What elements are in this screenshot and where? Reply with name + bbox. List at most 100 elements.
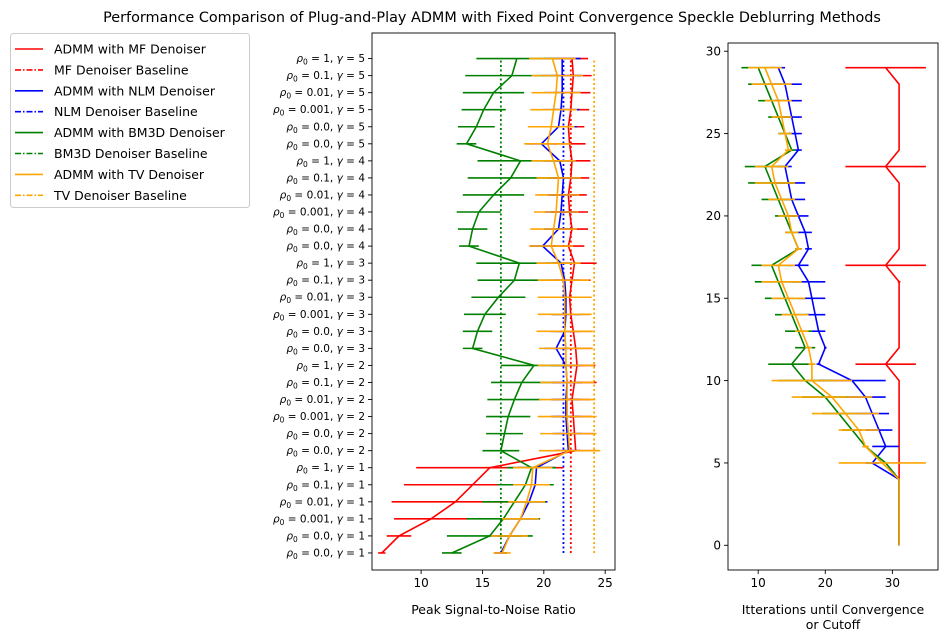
- data-point: [553, 160, 554, 161]
- data-point: [825, 347, 826, 348]
- y-tick-label: ρ0 = 0.001, γ = 4: [273, 207, 365, 221]
- y-tick-label: 15: [706, 292, 721, 306]
- data-point: [898, 133, 899, 134]
- series-admm-with-tv-denoiser: [748, 66, 926, 546]
- data-point: [885, 67, 886, 68]
- data-point: [520, 518, 521, 519]
- data-point: [567, 416, 568, 417]
- data-point: [771, 166, 772, 167]
- series-line: [381, 58, 578, 554]
- data-point: [555, 92, 556, 93]
- data-point: [774, 182, 775, 183]
- data-point: [811, 298, 812, 299]
- data-point: [808, 281, 809, 282]
- data-point: [778, 265, 779, 266]
- y-tick-label: ρ0 = 0.0, γ = 3: [286, 343, 365, 357]
- data-point: [430, 518, 431, 519]
- data-point: [898, 479, 899, 480]
- y-tick-label: 30: [706, 45, 721, 59]
- data-point: [381, 552, 382, 553]
- data-point: [500, 450, 501, 451]
- data-point: [568, 433, 569, 434]
- x-tick-label: 30: [885, 576, 900, 590]
- data-point: [484, 314, 485, 315]
- data-point: [533, 365, 534, 366]
- data-point: [764, 67, 765, 68]
- data-point: [831, 396, 832, 397]
- data-point: [472, 228, 473, 229]
- y-tick-label: ρ0 = 0.01, γ = 1: [280, 496, 365, 510]
- y-tick-label: ρ0 = 0.1, γ = 4: [286, 172, 365, 186]
- data-point: [519, 263, 520, 264]
- data-point: [781, 199, 782, 200]
- y-tick-label: ρ0 = 0.0, γ = 4: [286, 224, 365, 238]
- data-point: [504, 433, 505, 434]
- legend: ADMM with MF Denoiser MF Denoiser Baselin…: [10, 33, 250, 208]
- data-point: [781, 117, 782, 118]
- series-admm-with-mf-denoiser: [845, 66, 926, 546]
- y-tick-label: 20: [706, 209, 721, 223]
- data-point: [477, 331, 478, 332]
- data-point: [885, 446, 886, 447]
- data-point: [898, 117, 899, 118]
- data-point: [547, 143, 548, 144]
- y-tick-label: ρ0 = 0.01, γ = 2: [280, 394, 365, 408]
- data-point: [455, 501, 456, 502]
- data-point: [898, 528, 899, 529]
- data-point: [558, 263, 559, 264]
- data-point: [798, 248, 799, 249]
- data-point: [858, 429, 859, 430]
- data-point: [818, 364, 819, 365]
- data-point: [818, 331, 819, 332]
- data-point: [514, 280, 515, 281]
- legend-label-6: ADMM with TV Denoiser: [54, 167, 205, 182]
- y-tick-label: ρ0 = 0.001, γ = 2: [273, 411, 365, 425]
- data-point: [564, 297, 565, 298]
- y-tick-label: ρ0 = 0.01, γ = 4: [280, 189, 366, 203]
- data-point: [898, 100, 899, 101]
- data-point: [811, 364, 812, 365]
- data-point: [771, 84, 772, 85]
- y-tick-label: ρ0 = 1, γ = 1: [296, 462, 365, 476]
- y-tick-label: ρ0 = 0.0, γ = 3: [286, 326, 365, 340]
- x-tick-label: 10: [413, 576, 428, 590]
- data-point: [794, 133, 795, 134]
- data-point: [563, 280, 564, 281]
- data-point: [508, 416, 509, 417]
- y-tick-label: ρ0 = 0.1, γ = 1: [286, 479, 365, 493]
- data-point: [845, 413, 846, 414]
- data-point: [476, 126, 477, 127]
- data-point: [555, 211, 556, 212]
- data-point: [898, 314, 899, 315]
- data-point: [531, 484, 532, 485]
- legend-frame: [10, 33, 250, 208]
- legend-label-3: NLM Denoiser Baseline: [54, 104, 198, 119]
- data-point: [898, 545, 899, 546]
- data-point: [794, 314, 795, 315]
- data-point: [520, 160, 521, 161]
- data-point: [565, 348, 566, 349]
- x-tick-label: 15: [475, 576, 490, 590]
- x-axis-label: Itterations until Convergence: [742, 602, 925, 617]
- series-line: [500, 58, 570, 554]
- series-line: [777, 67, 900, 546]
- series-admm-with-bm3d-denoiser: [441, 57, 568, 554]
- data-point: [489, 535, 490, 536]
- x-axis-label: Peak Signal-to-Noise Ratio: [411, 602, 576, 617]
- data-point: [478, 211, 479, 212]
- data-point: [509, 535, 510, 536]
- psnr-panel: 10 15 20 25 ρ0 = 0.0, γ = 1 ρ0 = 0.0, γ = 1 ρ0…: [273, 32, 616, 617]
- data-point: [498, 297, 499, 298]
- data-point: [885, 265, 886, 266]
- data-point: [552, 58, 553, 59]
- y-tick-label: ρ0 = 0.01, γ = 3: [280, 292, 365, 306]
- data-point: [808, 347, 809, 348]
- y-tick-label: 5: [713, 456, 721, 470]
- data-point: [898, 380, 899, 381]
- y-tick-label: ρ0 = 0.0, γ = 2: [286, 428, 365, 442]
- data-point: [898, 215, 899, 216]
- data-point: [808, 248, 809, 249]
- data-point: [468, 245, 469, 246]
- data-point: [898, 331, 899, 332]
